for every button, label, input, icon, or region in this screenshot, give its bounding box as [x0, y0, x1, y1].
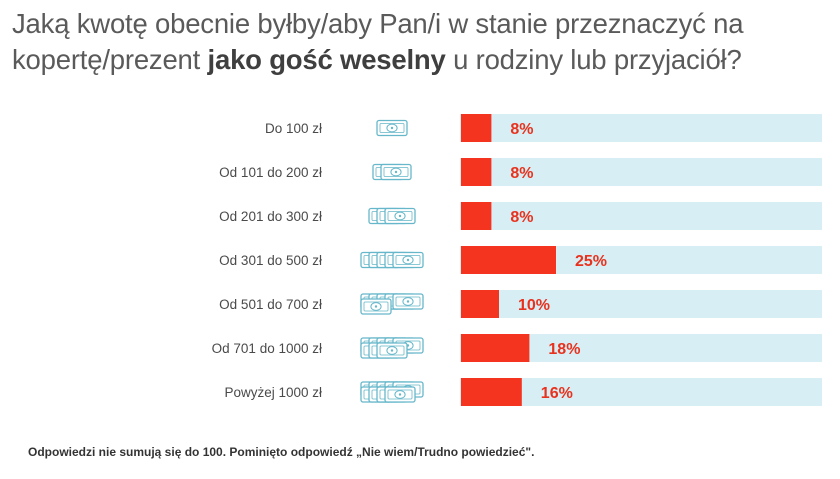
bar	[461, 114, 492, 142]
title-part-1: Jaką kwotę obecnie byłby/aby Pan/i w sta…	[12, 8, 744, 75]
banknote-icon	[376, 119, 408, 137]
chart-title: Jaką kwotę obecnie byłby/aby Pan/i w sta…	[12, 6, 832, 78]
bar	[461, 334, 530, 362]
banknote	[384, 207, 416, 225]
banknote-icon	[360, 251, 424, 269]
banknote-icon	[360, 293, 424, 315]
banknote-icon	[368, 207, 416, 225]
banknote	[380, 163, 412, 181]
bar	[461, 378, 522, 406]
bar	[461, 158, 492, 186]
category-label: Od 201 do 300 zł	[219, 209, 322, 224]
bar-track	[460, 290, 822, 318]
banknote	[384, 386, 416, 403]
chart-row: Od 301 do 500 zł 25%	[219, 246, 822, 274]
chart-row: Od 701 do 1000 zł 18%	[212, 334, 822, 362]
footnote: Odpowiedzi nie sumują się do 100. Pomini…	[28, 445, 535, 459]
category-label: Od 301 do 500 zł	[219, 253, 322, 268]
chart-row: Do 100 zł 8%	[265, 114, 822, 142]
bar	[461, 202, 492, 230]
banknote	[392, 293, 424, 310]
category-label: Od 101 do 200 zł	[219, 165, 322, 180]
chart-row: Powyżej 1000 zł 16%	[224, 378, 822, 406]
title-bold-part: jako gość weselny	[207, 44, 446, 75]
category-label: Powyżej 1000 zł	[224, 385, 322, 400]
value-label: 8%	[510, 165, 533, 182]
bar	[461, 246, 556, 274]
category-label: Od 701 do 1000 zł	[212, 341, 322, 356]
value-label: 16%	[541, 385, 573, 402]
banknote-icon	[360, 337, 424, 359]
value-label: 8%	[510, 121, 533, 138]
value-label: 10%	[518, 297, 550, 314]
bar-track	[460, 114, 822, 142]
value-label: 25%	[575, 253, 607, 270]
banknote	[376, 119, 408, 137]
bar-track	[460, 158, 822, 186]
bar	[461, 290, 499, 318]
banknote-icon	[372, 163, 412, 181]
category-label: Do 100 zł	[265, 121, 322, 136]
banknote	[360, 298, 392, 315]
value-label: 8%	[510, 209, 533, 226]
chart-rows: Do 100 zł 8%Od 101 do 200 zł 8%Od 201 do 3…	[212, 114, 822, 406]
banknote	[376, 342, 408, 359]
chart-row: Od 201 do 300 zł 8%	[219, 202, 822, 230]
title-part-2: u rodziny lub przyjaciół?	[445, 44, 742, 75]
value-label: 18%	[548, 341, 580, 358]
banknote-icon	[360, 381, 424, 403]
category-label: Od 501 do 700 zł	[219, 297, 322, 312]
banknote	[392, 251, 424, 269]
bar-track	[460, 202, 822, 230]
chart-row: Od 101 do 200 zł 8%	[219, 158, 822, 186]
chart-row: Od 501 do 700 zł 10%	[219, 290, 822, 318]
